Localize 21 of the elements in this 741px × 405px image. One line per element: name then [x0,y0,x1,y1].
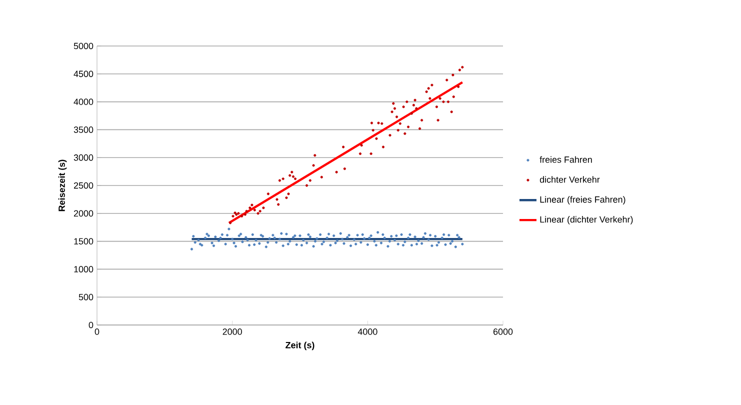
legend-label: Linear (dichter Verkehr) [540,216,633,224]
x-axis-title: Zeit (s) [286,342,314,350]
legend-label: freies Fahren [540,156,592,163]
y-tick-label: 1500 [74,238,94,244]
x-tick-label: 6000 [493,328,513,335]
y-tick-label: 0 [88,322,94,328]
y-tick-label: 1000 [74,266,94,272]
y-tick-label: 2500 [74,182,94,189]
legend-label: dichter Verkehr [540,176,600,183]
y-tick-label: 5000 [74,42,94,50]
y-tick-label: 3000 [74,154,94,161]
y-tick-label: 500 [78,294,94,300]
y-tick-label: 3500 [74,126,94,133]
legend-label: Linear (freies Fahren) [540,196,626,204]
x-tick-label: 4000 [358,328,378,335]
y-axis-title: Reisezeit (s) [58,160,67,212]
y-tick-label: 4500 [74,70,94,78]
x-tick-label: 0 [94,328,100,335]
y-tick-label: 4000 [74,98,94,105]
y-tick-label: 2000 [74,210,94,217]
x-tick-label: 2000 [222,328,242,335]
